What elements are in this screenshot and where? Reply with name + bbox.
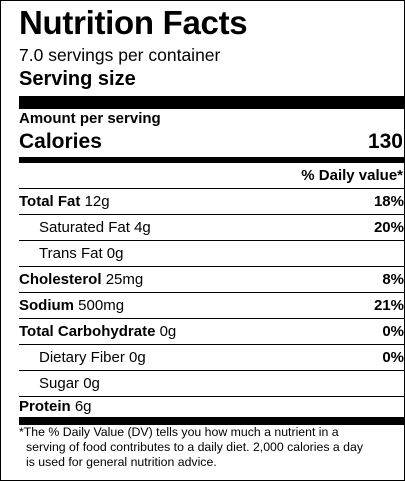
nutrient-name: Trans Fat	[39, 245, 107, 262]
nutrient-amount: 0g	[106, 245, 124, 262]
nutrient-row-protein: Protein 6g	[19, 395, 405, 419]
nutrient-name: Saturated Fat	[39, 219, 135, 236]
row-divider	[19, 214, 405, 215]
label-title: Nutrition Facts	[19, 4, 248, 41]
daily-value-header: % Daily value*	[301, 167, 403, 184]
nutrient-row-sodium: Sodium 500mg 21%	[19, 294, 405, 318]
row-divider	[19, 396, 405, 397]
nutrient-amount: 0g	[83, 375, 100, 392]
nutrient-daily-value: 21%	[373, 297, 404, 314]
servings-per-container: 7.0 servings per container	[19, 45, 221, 65]
calories-label: Calories	[19, 130, 102, 153]
amount-per-serving: Amount per serving	[19, 110, 161, 127]
nutrient-amount: 12g	[84, 193, 110, 210]
nutrient-row-total-carbohydrate: Total Carbohydrate 0g 0%	[19, 320, 405, 344]
nutrient-name: Total Fat	[19, 193, 85, 210]
nutrient-name: Protein	[19, 398, 75, 415]
nutrient-name: Cholesterol	[19, 271, 106, 288]
nutrient-row-dietary-fiber: Dietary Fiber 0g 0%	[19, 346, 405, 370]
thick-divider	[19, 96, 405, 109]
nutrient-amount: 500mg	[78, 297, 125, 314]
nutrient-daily-value: 0%	[382, 323, 404, 340]
serving-size-label: Serving size	[19, 68, 136, 90]
medium-divider	[19, 157, 405, 163]
nutrient-row-sugar: Sugar 0g	[19, 372, 405, 396]
row-divider	[19, 188, 405, 189]
nutrient-row-saturated-fat: Saturated Fat 4g 20%	[19, 216, 405, 240]
row-divider	[19, 344, 405, 345]
nutrient-daily-value: 18%	[373, 193, 404, 210]
nutrient-name: Sugar	[39, 375, 84, 392]
footnote-line: is used for general nutrition advice.	[26, 455, 217, 469]
nutrient-amount: 4g	[134, 219, 151, 236]
daily-value-footnote: *The % Daily Value (DV) tells you how mu…	[19, 425, 405, 470]
nutrient-amount: 0g	[129, 349, 146, 366]
nutrient-name: Dietary Fiber	[39, 349, 130, 366]
row-divider	[19, 240, 405, 241]
row-divider	[19, 292, 405, 293]
calories-value: 130	[367, 130, 403, 153]
nutrient-row-trans-fat: Trans Fat 0g	[19, 242, 405, 266]
nutrient-daily-value: 8%	[382, 271, 404, 288]
nutrient-amount: 6g	[74, 398, 92, 415]
nutrient-daily-value: 20%	[373, 219, 404, 236]
nutrient-amount: 0g	[159, 323, 177, 340]
row-divider	[19, 318, 405, 319]
nutrient-name: Sodium	[19, 297, 79, 314]
row-divider	[19, 266, 405, 267]
bottom-divider	[19, 417, 405, 425]
row-divider	[19, 370, 405, 371]
footnote-line: serving of food contributes to a daily d…	[26, 440, 363, 454]
footnote-line: *The % Daily Value (DV) tells you how mu…	[19, 425, 339, 439]
nutrient-name: Total Carbohydrate	[19, 323, 160, 340]
nutrient-row-cholesterol: Cholesterol 25mg 8%	[19, 268, 405, 292]
nutrient-amount: 25mg	[105, 271, 144, 288]
nutrient-daily-value: 0%	[382, 349, 404, 366]
nutrient-row-total-fat: Total Fat 12g 18%	[19, 190, 405, 214]
